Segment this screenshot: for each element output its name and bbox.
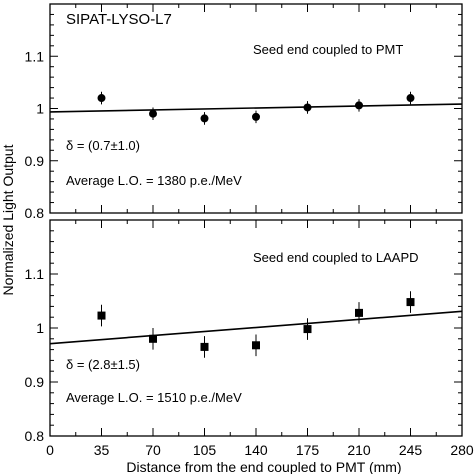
fit-line: [49, 310, 463, 345]
data-point: [303, 325, 312, 334]
y-tick-label: 0.9: [25, 153, 45, 169]
y-tick-label: 0.8: [25, 428, 45, 444]
data-point: [303, 103, 312, 112]
fit-line: [49, 103, 463, 113]
y-tick-label: 1: [36, 320, 44, 336]
bottom-average: Average L.O. = 1510 p.e./MeV: [66, 390, 242, 405]
y-tick-label: 0.9: [25, 374, 45, 390]
y-tick-label: 0.8: [25, 205, 45, 221]
data-point: [355, 101, 363, 110]
y-tick-label: 1: [36, 101, 44, 117]
x-axis-label: Distance from the end coupled to PMT (mm…: [126, 459, 401, 474]
data-point: [252, 341, 260, 350]
top-panel: 0.8 0.9 1 1.1: [25, 3, 463, 221]
top-average: Average L.O. = 1380 p.e./MeV: [66, 173, 242, 188]
x-tick-label: 70: [145, 442, 161, 458]
panel-title: SIPAT-LYSO-L7: [66, 11, 172, 28]
data-point: [406, 94, 415, 103]
data-point: [149, 109, 157, 118]
bottom-delta: δ = (2.8±1.5): [66, 357, 140, 372]
y-tick-label: 1.1: [25, 266, 45, 282]
x-tick-label: 105: [193, 442, 217, 458]
bottom-panel: 0.8 0.9 1 1.1: [25, 219, 463, 444]
x-tick-label: 210: [347, 442, 371, 458]
top-annotation: Seed end coupled to PMT: [253, 42, 403, 57]
data-point: [252, 112, 260, 121]
x-tick-label: 0: [46, 442, 54, 458]
y-axis-label: Normalized Light Output: [0, 144, 16, 295]
y-tick-label: 1.1: [25, 48, 45, 64]
top-delta: δ = (0.7±1.0): [66, 138, 140, 153]
data-point: [200, 114, 209, 123]
x-tick-label: 245: [399, 442, 423, 458]
data-point: [97, 94, 106, 103]
data-point: [355, 308, 363, 317]
x-tick-label: 35: [94, 442, 110, 458]
data-point: [149, 334, 157, 343]
data-point: [200, 342, 209, 351]
data-point: [406, 298, 415, 307]
x-tick-label: 175: [296, 442, 320, 458]
x-tick-label: 280: [450, 442, 474, 458]
data-point: [97, 311, 106, 320]
x-tick-label: 140: [244, 442, 268, 458]
x-axis: 0 35 70 105 140 175 210 245 280: [46, 442, 474, 458]
bottom-annotation: Seed end coupled to LAAPD: [253, 250, 419, 265]
